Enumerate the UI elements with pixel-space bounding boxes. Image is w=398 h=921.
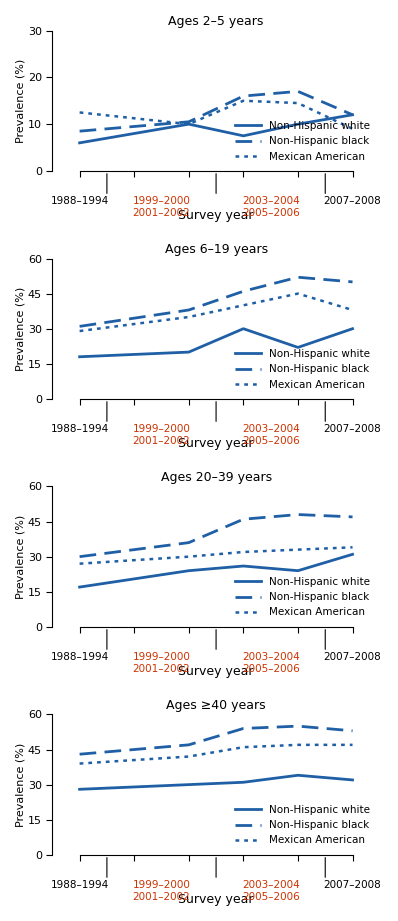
- Title: Ages 20–39 years: Ages 20–39 years: [160, 471, 272, 484]
- Legend: Non-Hispanic white, Non-Hispanic black, Mexican American: Non-Hispanic white, Non-Hispanic black, …: [231, 117, 375, 166]
- Text: 1999–2000
2001–2002: 1999–2000 2001–2002: [133, 196, 190, 217]
- Y-axis label: Prevalence (%): Prevalence (%): [15, 59, 25, 143]
- Legend: Non-Hispanic white, Non-Hispanic black, Mexican American: Non-Hispanic white, Non-Hispanic black, …: [231, 801, 375, 849]
- Text: 2003–2004
2005–2006: 2003–2004 2005–2006: [242, 196, 300, 217]
- Text: 1999–2000
2001–2002: 1999–2000 2001–2002: [133, 880, 190, 902]
- Legend: Non-Hispanic white, Non-Hispanic black, Mexican American: Non-Hispanic white, Non-Hispanic black, …: [231, 573, 375, 622]
- Text: 1999–2000
2001–2002: 1999–2000 2001–2002: [133, 425, 190, 446]
- X-axis label: Survey year: Survey year: [178, 665, 254, 678]
- X-axis label: Survey year: Survey year: [178, 893, 254, 906]
- Text: 1988–1994: 1988–1994: [51, 652, 109, 662]
- Text: 1988–1994: 1988–1994: [51, 425, 109, 434]
- X-axis label: Survey year: Survey year: [178, 209, 254, 222]
- Text: 1988–1994: 1988–1994: [51, 196, 109, 206]
- Title: Ages 2–5 years: Ages 2–5 years: [168, 15, 264, 28]
- Text: 1988–1994: 1988–1994: [51, 880, 109, 890]
- Y-axis label: Prevalence (%): Prevalence (%): [15, 515, 25, 599]
- X-axis label: Survey year: Survey year: [178, 437, 254, 450]
- Y-axis label: Prevalence (%): Prevalence (%): [15, 742, 25, 827]
- Text: 2007–2008: 2007–2008: [324, 652, 381, 662]
- Legend: Non-Hispanic white, Non-Hispanic black, Mexican American: Non-Hispanic white, Non-Hispanic black, …: [231, 345, 375, 393]
- Text: 2007–2008: 2007–2008: [324, 196, 381, 206]
- Title: Ages ≥40 years: Ages ≥40 years: [166, 699, 266, 712]
- Text: 2003–2004
2005–2006: 2003–2004 2005–2006: [242, 425, 300, 446]
- Text: 2007–2008: 2007–2008: [324, 425, 381, 434]
- Text: 2007–2008: 2007–2008: [324, 880, 381, 890]
- Text: 2003–2004
2005–2006: 2003–2004 2005–2006: [242, 652, 300, 674]
- Text: 2003–2004
2005–2006: 2003–2004 2005–2006: [242, 880, 300, 902]
- Title: Ages 6–19 years: Ages 6–19 years: [164, 243, 267, 256]
- Y-axis label: Prevalence (%): Prevalence (%): [15, 286, 25, 371]
- Text: 1999–2000
2001–2002: 1999–2000 2001–2002: [133, 652, 190, 674]
